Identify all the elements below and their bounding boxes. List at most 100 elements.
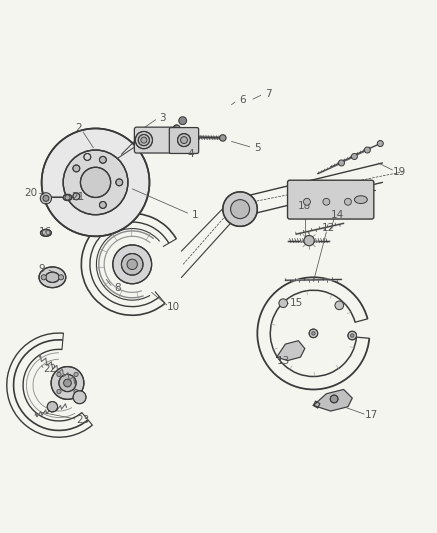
Polygon shape [335, 305, 339, 309]
Circle shape [41, 274, 46, 280]
Text: 12: 12 [322, 223, 335, 233]
Text: 22: 22 [44, 364, 57, 374]
Ellipse shape [180, 136, 187, 143]
Text: 20: 20 [24, 188, 38, 198]
Ellipse shape [141, 137, 147, 143]
Circle shape [57, 390, 61, 394]
Polygon shape [277, 341, 305, 360]
Circle shape [74, 372, 78, 377]
Text: 18: 18 [298, 201, 312, 211]
Text: 8: 8 [114, 283, 121, 293]
Ellipse shape [39, 267, 66, 288]
Circle shape [57, 372, 61, 377]
Circle shape [338, 160, 344, 166]
Ellipse shape [45, 272, 59, 282]
Polygon shape [339, 305, 343, 309]
Circle shape [100, 201, 106, 208]
Circle shape [364, 147, 371, 153]
Polygon shape [179, 117, 183, 120]
Text: 23: 23 [76, 415, 89, 425]
Ellipse shape [219, 135, 226, 141]
Polygon shape [339, 302, 343, 305]
Polygon shape [181, 120, 184, 124]
Text: 15: 15 [290, 298, 303, 308]
Text: 14: 14 [330, 209, 344, 220]
Circle shape [377, 141, 383, 147]
Ellipse shape [354, 196, 368, 204]
Polygon shape [279, 300, 283, 303]
Circle shape [323, 198, 330, 205]
Circle shape [65, 195, 70, 200]
Text: 1: 1 [191, 209, 198, 220]
Polygon shape [283, 300, 288, 303]
Circle shape [303, 198, 310, 205]
Text: 9: 9 [38, 264, 45, 273]
Polygon shape [46, 198, 51, 203]
FancyBboxPatch shape [288, 180, 374, 219]
Circle shape [51, 367, 84, 399]
Text: 21: 21 [72, 192, 85, 203]
Polygon shape [183, 117, 187, 120]
Text: 2: 2 [75, 124, 82, 133]
Circle shape [312, 332, 315, 335]
Text: 13: 13 [277, 357, 290, 366]
Circle shape [127, 259, 137, 270]
FancyBboxPatch shape [169, 127, 199, 154]
Circle shape [59, 374, 76, 392]
Ellipse shape [177, 134, 191, 147]
Circle shape [80, 167, 111, 197]
Text: 16: 16 [39, 227, 52, 237]
Circle shape [59, 274, 64, 280]
Circle shape [121, 254, 143, 275]
Polygon shape [337, 302, 341, 305]
Ellipse shape [138, 134, 149, 146]
Polygon shape [335, 302, 339, 305]
Polygon shape [279, 303, 283, 307]
Text: 10: 10 [166, 303, 180, 312]
Circle shape [231, 200, 250, 219]
Circle shape [43, 195, 49, 201]
Text: 6: 6 [239, 95, 246, 106]
Circle shape [47, 401, 58, 412]
Circle shape [73, 165, 80, 172]
Circle shape [74, 390, 78, 394]
Polygon shape [41, 194, 46, 198]
Polygon shape [313, 401, 320, 408]
Circle shape [42, 128, 149, 236]
Circle shape [350, 334, 354, 337]
Circle shape [223, 192, 257, 227]
Circle shape [113, 245, 152, 284]
Text: 19: 19 [393, 167, 406, 176]
Text: 3: 3 [159, 112, 166, 123]
Polygon shape [281, 300, 285, 303]
FancyBboxPatch shape [134, 127, 177, 153]
Text: 17: 17 [365, 410, 378, 421]
Polygon shape [181, 117, 184, 120]
Circle shape [73, 391, 86, 403]
Polygon shape [283, 303, 288, 307]
Circle shape [100, 156, 106, 163]
Text: 4: 4 [187, 149, 194, 159]
Polygon shape [337, 305, 341, 309]
Polygon shape [183, 120, 187, 124]
Ellipse shape [41, 229, 51, 236]
Circle shape [344, 198, 351, 205]
Circle shape [348, 331, 357, 340]
Circle shape [64, 379, 71, 387]
Circle shape [116, 179, 123, 186]
Ellipse shape [63, 195, 72, 200]
Circle shape [173, 125, 180, 132]
Circle shape [351, 154, 357, 159]
Polygon shape [281, 303, 285, 307]
Polygon shape [41, 198, 46, 203]
Polygon shape [179, 120, 183, 124]
Text: 7: 7 [265, 89, 271, 99]
Polygon shape [46, 196, 51, 200]
Ellipse shape [135, 132, 153, 149]
Polygon shape [313, 390, 352, 411]
Circle shape [304, 236, 314, 246]
Polygon shape [46, 194, 51, 198]
Circle shape [330, 395, 338, 403]
Text: 5: 5 [254, 143, 260, 153]
Circle shape [309, 329, 318, 338]
